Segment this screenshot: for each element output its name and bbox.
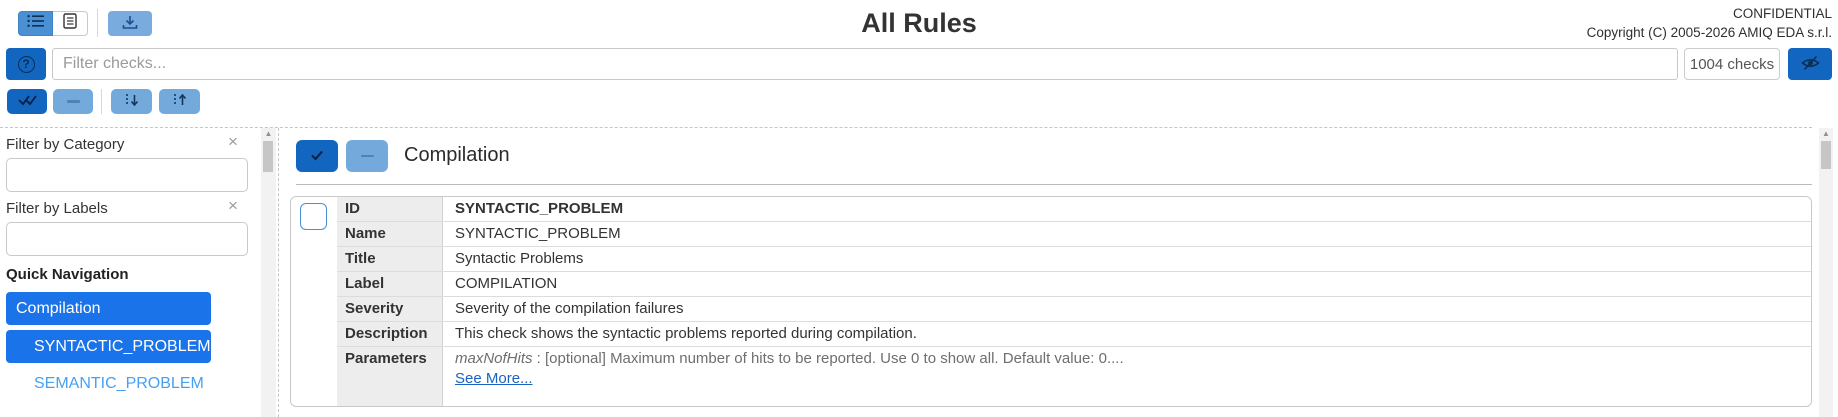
table-row: ID SYNTACTIC_PROBLEM xyxy=(337,197,1811,222)
legal-text: CONFIDENTIAL Copyright (C) 2005-2026 AMI… xyxy=(1587,4,1832,42)
list-view-icon xyxy=(26,14,45,33)
row-label: Label xyxy=(337,272,443,296)
checks-count-badge: 1004 checks xyxy=(1684,48,1780,80)
expand-all-button[interactable] xyxy=(111,89,152,114)
row-label: Name xyxy=(337,222,443,246)
parameter-name: maxNofHits xyxy=(455,350,533,367)
filter-category-input[interactable] xyxy=(6,158,248,192)
confidential-label: CONFIDENTIAL xyxy=(1732,6,1832,21)
detail-view-icon xyxy=(63,13,77,34)
eye-off-icon xyxy=(1800,55,1820,74)
row-value: This check shows the syntactic problems … xyxy=(455,325,917,342)
scrollbar-thumb[interactable] xyxy=(263,141,273,172)
group-divider xyxy=(296,184,1812,185)
parameter-line: maxNofHits : [optional] Maximum number o… xyxy=(455,350,1799,367)
copyright-label: Copyright (C) 2005-2026 AMIQ EDA s.r.l. xyxy=(1586,25,1832,40)
clear-labels-filter-icon[interactable]: × xyxy=(228,196,238,215)
checks-list-scrollbar[interactable]: ▲ xyxy=(261,128,276,417)
page-title: All Rules xyxy=(861,8,977,38)
row-value: Severity of the compilation failures xyxy=(455,300,684,317)
scroll-up-icon[interactable]: ▲ xyxy=(1822,129,1830,138)
minus-icon xyxy=(66,100,80,103)
check-detail-table: ID SYNTACTIC_PROBLEM Name SYNTACTIC_PROB… xyxy=(337,197,1811,406)
check-icon xyxy=(310,149,324,164)
table-row: Severity Severity of the compilation fai… xyxy=(337,297,1811,322)
row-label: Parameters xyxy=(337,347,443,406)
filter-labels-input[interactable] xyxy=(6,222,248,256)
hide-checks-button[interactable] xyxy=(1788,48,1832,80)
row-value: SYNTACTIC_PROBLEM xyxy=(455,225,621,242)
help-button[interactable]: ? xyxy=(6,48,46,80)
help-icon: ? xyxy=(17,55,35,73)
deselect-all-checks-button[interactable] xyxy=(53,89,93,114)
double-check-icon xyxy=(17,94,37,109)
collapse-all-button[interactable] xyxy=(159,89,200,114)
table-row: Name SYNTACTIC_PROBLEM xyxy=(337,222,1811,247)
parameter-description: : [optional] Maximum number of hits to b… xyxy=(532,350,1124,367)
see-more-link[interactable]: See More... xyxy=(455,370,533,387)
list-view-toggle-button[interactable] xyxy=(18,11,53,36)
sidebar-divider xyxy=(278,128,279,417)
table-row: Title Syntactic Problems xyxy=(337,247,1811,272)
toolbar-divider xyxy=(97,9,98,37)
group-title: Compilation xyxy=(404,144,510,166)
collapse-all-icon xyxy=(172,93,188,110)
minus-icon xyxy=(360,154,374,158)
download-button[interactable] xyxy=(108,11,152,36)
filter-checks-input[interactable] xyxy=(52,48,1678,80)
row-label: Severity xyxy=(337,297,443,321)
group-collapse-button[interactable] xyxy=(346,140,388,172)
row-label: Description xyxy=(337,322,443,346)
quick-navigation-title: Quick Navigation xyxy=(6,266,129,283)
row-value: SYNTACTIC_PROBLEM xyxy=(455,200,624,217)
check-select-checkbox[interactable] xyxy=(300,203,327,230)
check-card: ID SYNTACTIC_PROBLEM Name SYNTACTIC_PROB… xyxy=(290,196,1812,407)
scrollbar-thumb[interactable] xyxy=(1821,141,1831,169)
content-divider xyxy=(0,127,1812,128)
filter-category-label: Filter by Category xyxy=(6,136,125,153)
clear-category-filter-icon[interactable]: × xyxy=(228,132,238,151)
row-label: Title xyxy=(337,247,443,271)
scroll-up-icon[interactable]: ▲ xyxy=(264,129,273,138)
row-value: COMPILATION xyxy=(455,275,558,292)
select-all-checks-button[interactable] xyxy=(7,89,47,114)
table-row: Description This check shows the syntact… xyxy=(337,322,1811,347)
toolbar-divider xyxy=(101,89,102,114)
filter-labels-label: Filter by Labels xyxy=(6,200,108,217)
row-value: maxNofHits : [optional] Maximum number o… xyxy=(443,347,1811,406)
nav-item-compilation[interactable]: Compilation xyxy=(6,292,211,325)
row-value: Syntactic Problems xyxy=(455,250,584,267)
detail-view-toggle-button[interactable] xyxy=(53,11,88,36)
main-panel-scrollbar[interactable]: ▲ xyxy=(1819,128,1833,417)
table-row-parameters: Parameters maxNofHits : [optional] Maxim… xyxy=(337,347,1811,406)
nav-item-syntactic-problem[interactable]: SYNTACTIC_PROBLEM xyxy=(6,330,211,363)
check-select-column xyxy=(291,197,337,406)
nav-item-semantic-problem[interactable]: SEMANTIC_PROBLEM xyxy=(34,375,204,392)
row-label: ID xyxy=(337,197,443,221)
table-row: Label COMPILATION xyxy=(337,272,1811,297)
group-select-button[interactable] xyxy=(296,140,338,172)
download-icon xyxy=(122,15,138,32)
expand-all-icon xyxy=(124,93,140,110)
